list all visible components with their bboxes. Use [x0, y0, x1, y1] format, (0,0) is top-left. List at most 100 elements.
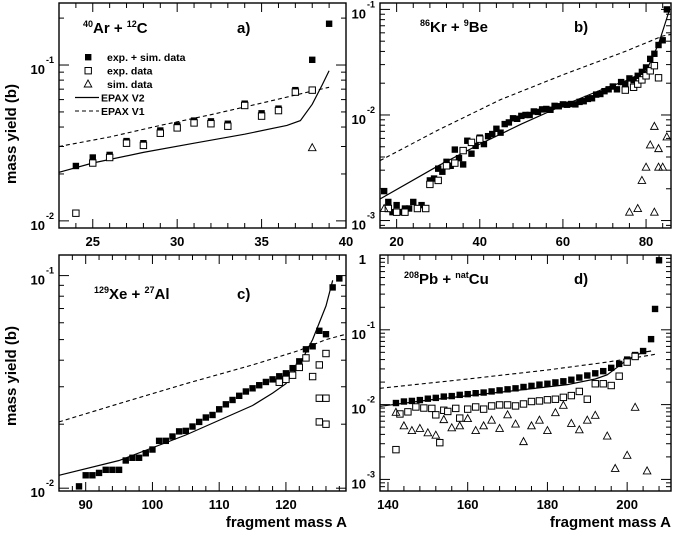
data-point-filled-square	[489, 130, 496, 138]
data-point-open-triangle	[479, 420, 489, 430]
data-point-filled-square	[496, 387, 503, 394]
data-point-filled-square	[464, 137, 471, 144]
data-point-filled-square	[336, 275, 343, 282]
data-point-filled-square	[655, 257, 663, 264]
data-point-open-square	[105, 153, 114, 162]
panel-title-element: Be	[469, 19, 488, 36]
x-tick-label: 20	[389, 234, 403, 249]
data-point-filled-square	[600, 367, 607, 375]
data-point-open-square	[519, 400, 528, 408]
panel-title-mass-number: 9	[464, 18, 469, 28]
data-point-open-square	[207, 120, 215, 128]
y-tick-label: 10	[352, 327, 366, 342]
data-point-filled-square	[109, 466, 116, 474]
data-point-filled-square	[597, 90, 604, 98]
y-tick-label: 1	[359, 252, 366, 267]
data-point-filled-square	[530, 108, 538, 115]
y-tick-label: 10	[352, 218, 366, 233]
data-point-filled-square	[563, 101, 571, 108]
data-point-filled-square	[456, 391, 463, 399]
data-point-filled-square	[592, 91, 600, 98]
data-point-open-square	[456, 414, 464, 422]
data-point-filled-square	[175, 428, 183, 435]
data-point-open-square	[274, 106, 283, 115]
y-tick-label: 10	[31, 62, 45, 77]
data-point-filled-square	[526, 111, 533, 119]
y-tick-label: 10	[31, 485, 45, 500]
data-point-open-triangle	[379, 203, 389, 212]
data-point-filled-square	[613, 86, 621, 93]
data-point-filled-square	[89, 154, 96, 161]
data-point-filled-square	[608, 364, 615, 372]
data-point-open-square	[401, 208, 409, 216]
data-point-filled-square	[622, 81, 629, 88]
data-point-filled-square	[588, 95, 596, 102]
data-point-filled-square	[385, 198, 392, 206]
data-point-open-square	[315, 394, 324, 402]
data-point-filled-square	[543, 105, 550, 113]
y-tick-exponent: -1	[367, 320, 375, 330]
data-point-open-triangle	[407, 425, 417, 434]
data-point-filled-square	[309, 343, 316, 350]
data-point-filled-square	[392, 399, 400, 407]
data-point-open-square	[173, 124, 181, 132]
data-point-open-triangle	[455, 420, 465, 430]
data-point-open-triangle	[439, 414, 449, 424]
data-point-filled-square	[430, 175, 438, 182]
data-point-open-square	[308, 86, 316, 94]
data-point-filled-square	[459, 161, 467, 168]
y-tick-exponent: -2	[367, 105, 375, 115]
data-point-open-triangle	[447, 422, 457, 432]
data-point-filled-square	[576, 98, 583, 106]
data-point-filled-square	[584, 95, 592, 103]
data-point-open-square	[291, 88, 300, 96]
data-point-open-triangle	[630, 402, 640, 411]
data-point-filled-square	[129, 454, 136, 461]
data-point-filled-square	[559, 101, 567, 108]
data-point-open-triangle	[518, 436, 529, 446]
data-point-filled-square	[464, 390, 471, 398]
data-point-open-square	[190, 119, 198, 127]
data-point-filled-square	[639, 347, 647, 355]
data-point-filled-square	[522, 111, 529, 119]
data-point-open-square	[396, 410, 404, 418]
data-point-filled-square	[426, 177, 434, 184]
x-axis-label-left: fragment mass A	[226, 514, 347, 531]
panel-title: 208Pb + natCu	[404, 270, 489, 288]
y-tick-exponent: -3	[367, 211, 375, 221]
data-point-open-square	[444, 407, 452, 416]
data-point-open-square	[257, 112, 266, 120]
data-point-filled-square	[504, 386, 511, 393]
data-point-filled-square	[534, 108, 542, 116]
data-point-open-square	[642, 72, 650, 80]
data-point-open-square	[432, 411, 440, 419]
data-point-open-square	[452, 404, 460, 413]
data-point-open-triangle	[487, 415, 497, 424]
data-point-filled-square	[393, 201, 400, 209]
y-tick-exponent: -1	[46, 55, 54, 65]
data-point-filled-square	[389, 208, 396, 216]
data-point-filled-square	[472, 142, 479, 150]
data-point-filled-square	[647, 335, 655, 343]
legend-label: sim. data	[107, 79, 153, 91]
data-point-open-triangle	[642, 465, 652, 475]
data-point-open-square	[503, 401, 512, 409]
panel-title-element: Ar +	[93, 20, 127, 37]
data-point-open-square	[650, 61, 659, 70]
data-point-open-square	[471, 403, 480, 411]
x-axis-label-right: fragment mass A	[550, 514, 671, 531]
data-point-open-square	[72, 209, 80, 217]
y-tick-exponent: -2	[46, 211, 54, 221]
data-point-open-triangle	[307, 142, 317, 152]
y-tick-exponent: -2	[367, 395, 375, 405]
legend-marker-filled-square	[85, 54, 92, 61]
data-point-filled-square	[493, 125, 500, 132]
data-point-open-square	[392, 445, 400, 454]
data-point-open-triangle	[566, 418, 576, 427]
data-point-open-triangle	[391, 407, 401, 416]
data-point-open-square	[511, 402, 520, 410]
data-point-filled-square	[75, 483, 83, 490]
x-tick-label: 90	[78, 497, 92, 512]
data-point-filled-square	[663, 6, 671, 13]
